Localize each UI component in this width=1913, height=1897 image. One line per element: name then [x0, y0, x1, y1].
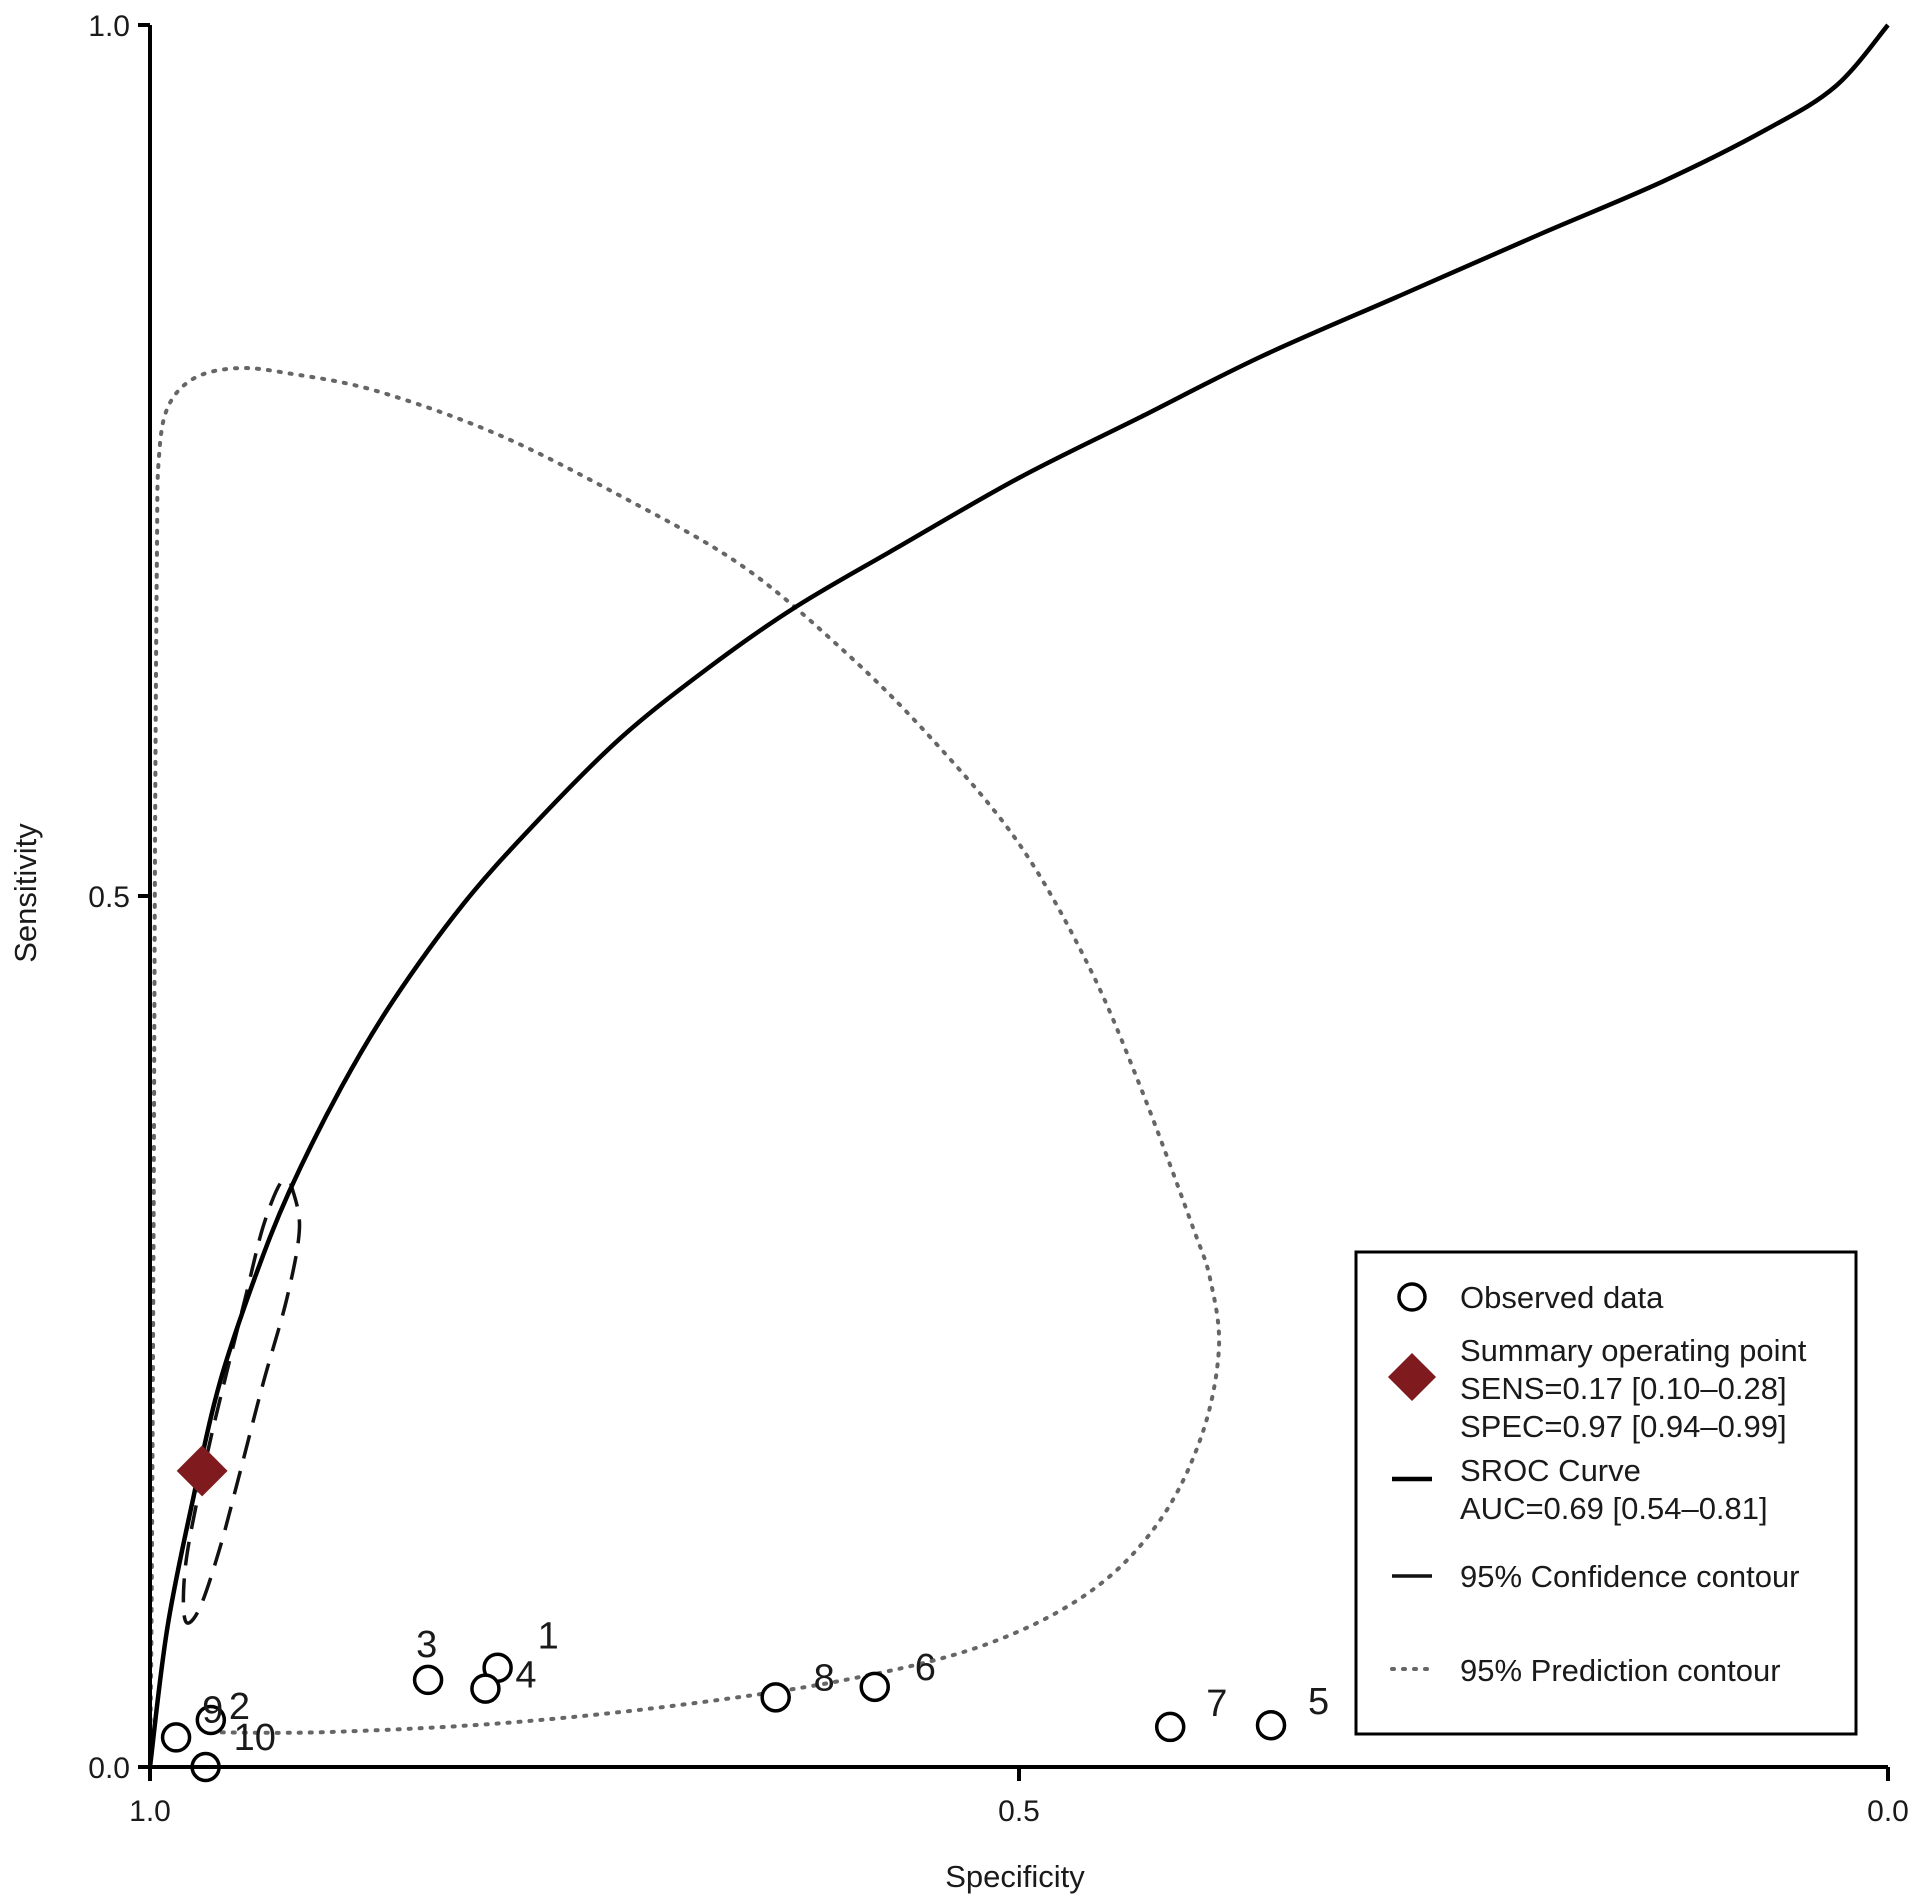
prediction-contour	[148, 366, 1222, 1769]
observed-point	[859, 1671, 890, 1703]
study-label: 8	[814, 1657, 835, 1699]
observed-point	[195, 1704, 227, 1736]
x-ticks: 1.0 0.5 0.0	[129, 1767, 1909, 1828]
study-label: 10	[234, 1717, 276, 1759]
observed-point	[160, 1722, 192, 1753]
legend-prediction-label: 95% Prediction contour	[1460, 1653, 1781, 1688]
observed-point	[1154, 1711, 1186, 1743]
legend-circle-icon	[1397, 1282, 1427, 1312]
y-tick-label: 0.5	[88, 881, 130, 914]
study-label: 4	[515, 1655, 536, 1697]
study-label: 7	[1206, 1683, 1227, 1725]
x-tick-label: 0.0	[1867, 1795, 1909, 1828]
legend-sroc-label: SROC Curve	[1460, 1453, 1641, 1488]
observed-points	[160, 1652, 1287, 1783]
axes: 0.0 0.5 1.0 1.0 0.5 0.0	[88, 10, 1909, 1828]
summary-diamond	[176, 1445, 228, 1497]
y-ticks: 0.0 0.5 1.0	[88, 10, 150, 1785]
y-tick-label: 1.0	[88, 10, 130, 43]
y-axis-title: Sensitivity	[8, 823, 43, 963]
legend: Observed data Summary operating point SE…	[1354, 1250, 1858, 1736]
x-axis-title: Specificity	[945, 1859, 1085, 1894]
x-tick-label: 1.0	[129, 1795, 171, 1828]
legend-confidence-label: 95% Confidence contour	[1460, 1559, 1800, 1594]
observed-point	[470, 1673, 501, 1704]
y-tick-label: 0.0	[88, 1752, 130, 1785]
legend-summary-spec: SPEC=0.97 [0.94–0.99]	[1460, 1409, 1787, 1444]
legend-observed-label: Observed data	[1460, 1280, 1664, 1315]
study-label: 5	[1308, 1681, 1329, 1723]
observed-point	[1255, 1709, 1287, 1741]
legend-sroc-auc: AUC=0.69 [0.54–0.81]	[1460, 1491, 1768, 1526]
sroc-curve	[147, 23, 1890, 1768]
x-tick-label: 0.5	[998, 1795, 1040, 1828]
legend-summary-label: Summary operating point	[1460, 1333, 1807, 1368]
observed-point	[760, 1682, 791, 1713]
study-label: 6	[915, 1647, 936, 1689]
study-label: 2	[229, 1686, 250, 1728]
study-label: 9	[202, 1689, 223, 1731]
summary-point	[176, 1445, 228, 1497]
observed-point	[412, 1664, 444, 1696]
study-label: 1	[538, 1616, 559, 1658]
legend-summary-sens: SENS=0.17 [0.10–0.28]	[1460, 1371, 1787, 1406]
legend-box	[1354, 1250, 1858, 1736]
study-label: 3	[416, 1624, 437, 1666]
plot-area: 1 2 3 4 5 6 7 8 9 10	[147, 23, 1890, 1783]
confidence-contour	[181, 1178, 302, 1625]
study-labels: 1 2 3 4 5 6 7 8 9 10	[202, 1616, 1329, 1759]
